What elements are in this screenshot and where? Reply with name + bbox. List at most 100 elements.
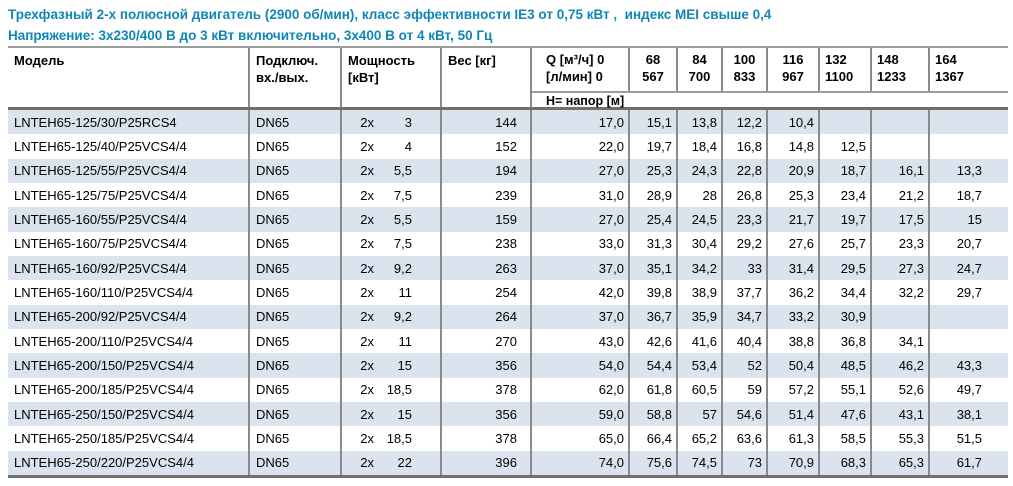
table-row: LNTEH65-160/92/P25VCS4/4 DN65 2x 9,2 263 … <box>8 255 1008 281</box>
table-row: LNTEH65-250/220/P25VCS4/4 DN65 2x 22 396 … <box>8 450 1008 475</box>
cell-weight: 396 <box>440 450 530 475</box>
cell-head-q68: 61,8 <box>628 377 676 402</box>
table-row: LNTEH65-125/40/P25VCS4/4 DN65 2x 4 152 22… <box>8 134 1008 159</box>
cell-head-q132: 30,9 <box>818 304 870 329</box>
header-q-col-84: 84 700 <box>676 48 721 91</box>
cell-head-q0: 22,0 <box>530 134 628 159</box>
cell-head-q148: 32,2 <box>870 280 928 305</box>
cell-head-q164 <box>928 110 1008 135</box>
table-row: LNTEH65-125/75/P25VCS4/4 DN65 2x 7,5 239 … <box>8 182 1008 208</box>
cell-connection: DN65 <box>248 353 340 378</box>
table-row: LNTEH65-200/110/P25VCS4/4 DN65 2x 11 270 … <box>8 328 1008 354</box>
cell-head-q68: 35,1 <box>628 255 676 281</box>
cell-power: 2x 9,2 <box>340 255 440 281</box>
cell-head-q0: 43,0 <box>530 328 628 354</box>
cell-head-q68: 31,3 <box>628 231 676 256</box>
cell-head-q100: 23,3 <box>721 207 766 232</box>
cell-model: LNTEH65-250/150/P25VCS4/4 <box>14 406 194 422</box>
cell-head-q0: 74,0 <box>530 450 628 475</box>
cell-head-q164: 49,7 <box>928 377 1008 402</box>
cell-head-q100: 73 <box>721 450 766 475</box>
cell-head-q148: 43,1 <box>870 401 928 427</box>
cell-model: LNTEH65-200/110/P25VCS4/4 <box>14 333 193 349</box>
cell-head-q132: 58,5 <box>818 426 870 451</box>
cell-connection: DN65 <box>248 328 340 354</box>
header-head-label: Н= напор [м] <box>546 93 625 108</box>
cell-head-q148 <box>870 304 928 329</box>
title-motor-spec: Трехфазный 2-х полюсной двигатель (2900 … <box>8 7 772 22</box>
cell-head-q84: 65,2 <box>676 426 721 451</box>
cell-head-q132: 23,4 <box>818 182 870 208</box>
cell-connection: DN65 <box>248 231 340 256</box>
page-titles: Трехфазный 2-х полюсной двигатель (2900 … <box>0 0 1013 46</box>
cell-head-q148 <box>870 110 928 135</box>
cell-weight: 378 <box>440 377 530 402</box>
cell-head-q164: 15 <box>928 207 1008 232</box>
cell-head-q0: 17,0 <box>530 110 628 135</box>
cell-head-q100: 54,6 <box>721 401 766 427</box>
cell-head-q100: 29,2 <box>721 231 766 256</box>
cell-weight: 152 <box>440 134 530 159</box>
cell-head-q116: 31,4 <box>766 255 818 281</box>
cell-head-q148: 27,3 <box>870 255 928 281</box>
cell-head-q68: 58,8 <box>628 401 676 427</box>
cell-head-q148: 17,5 <box>870 207 928 232</box>
cell-model: LNTEH65-200/92/P25VCS4/4 <box>14 309 187 325</box>
cell-head-q116: 61,3 <box>766 426 818 451</box>
header-q-col-164: 164 1367 <box>928 48 1008 91</box>
cell-head-q68: 36,7 <box>628 304 676 329</box>
cell-head-q132: 47,6 <box>818 401 870 427</box>
cell-weight: 238 <box>440 231 530 256</box>
header-flow-row: Q [м³/ч] 0 [л/мин] 0 68 567 84 700 100 8… <box>532 48 1008 93</box>
cell-connection: DN65 <box>248 450 340 475</box>
cell-head-q100: 52 <box>721 353 766 378</box>
cell-head-q68: 28,9 <box>628 182 676 208</box>
cell-connection: DN65 <box>248 182 340 208</box>
cell-head-q116: 10,4 <box>766 110 818 135</box>
cell-head-q84: 60,5 <box>676 377 721 402</box>
cell-head-q84: 18,4 <box>676 134 721 159</box>
cell-weight: 254 <box>440 280 530 305</box>
cell-head-q100: 40,4 <box>721 328 766 354</box>
cell-head-q68: 66,4 <box>628 426 676 451</box>
cell-power: 2x 7,5 <box>340 182 440 208</box>
cell-head-q164 <box>928 328 1008 354</box>
cell-head-q116: 51,4 <box>766 401 818 427</box>
cell-head-q132: 55,1 <box>818 377 870 402</box>
cell-head-q100: 37,7 <box>721 280 766 305</box>
cell-head-q84: 35,9 <box>676 304 721 329</box>
cell-head-q0: 27,0 <box>530 207 628 232</box>
cell-head-q100: 63,6 <box>721 426 766 451</box>
cell-head-q132 <box>818 110 870 135</box>
cell-model: LNTEH65-250/220/P25VCS4/4 <box>14 455 194 471</box>
cell-head-q164: 24,7 <box>928 255 1008 281</box>
cell-head-q148: 46,2 <box>870 353 928 378</box>
cell-connection: DN65 <box>248 304 340 329</box>
cell-model: LNTEH65-125/40/P25VCS4/4 <box>14 138 187 154</box>
cell-weight: 264 <box>440 304 530 329</box>
table-row: LNTEH65-200/185/P25VCS4/4 DN65 2x 18,5 37… <box>8 377 1008 402</box>
table-header: Модель Подключ. вх./вых. Мощность [кВт] … <box>8 48 1008 110</box>
cell-head-q84: 24,3 <box>676 158 721 183</box>
cell-power: 2x 22 <box>340 450 440 475</box>
cell-head-q148 <box>870 134 928 159</box>
cell-head-q116: 27,6 <box>766 231 818 256</box>
cell-head-q164: 43,3 <box>928 353 1008 378</box>
cell-head-q0: 62,0 <box>530 377 628 402</box>
cell-head-q116: 14,8 <box>766 134 818 159</box>
cell-power: 2x 5,5 <box>340 207 440 232</box>
cell-head-q132: 48,5 <box>818 353 870 378</box>
cell-head-q100: 33 <box>721 255 766 281</box>
cell-head-q164: 51,5 <box>928 426 1008 451</box>
cell-power: 2x 15 <box>340 401 440 427</box>
cell-head-q0: 27,0 <box>530 158 628 183</box>
cell-head-q84: 28 <box>676 182 721 208</box>
header-model: Модель <box>14 53 65 68</box>
table-row: LNTEH65-250/185/P25VCS4/4 DN65 2x 18,5 37… <box>8 426 1008 451</box>
cell-head-q100: 59 <box>721 377 766 402</box>
cell-power: 2x 7,5 <box>340 231 440 256</box>
title-voltage-spec: Напряжение: 3х230/400 В до 3 кВт включит… <box>8 28 493 43</box>
cell-weight: 144 <box>440 110 530 135</box>
cell-model: LNTEH65-200/150/P25VCS4/4 <box>14 357 194 373</box>
cell-head-q132: 25,7 <box>818 231 870 256</box>
